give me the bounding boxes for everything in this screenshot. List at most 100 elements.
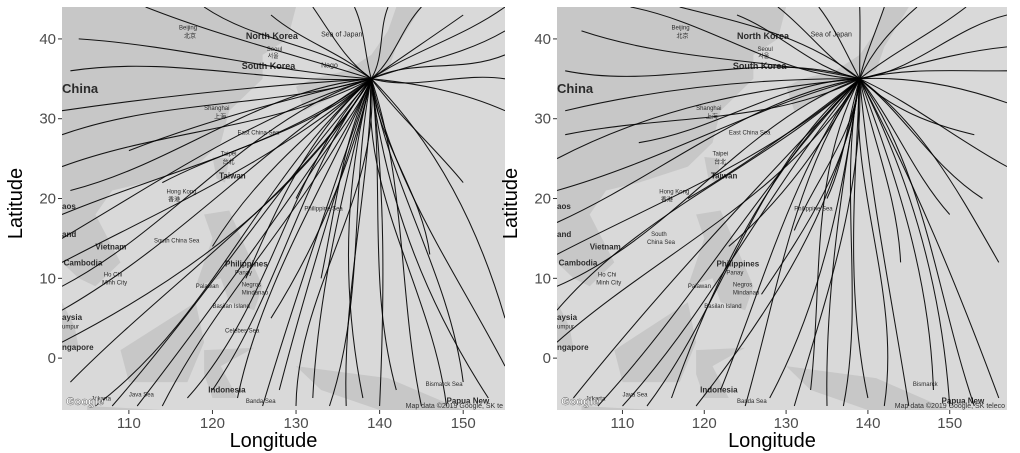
typhoon-track <box>62 78 372 311</box>
place-label: Celebes Sea <box>225 329 260 335</box>
typhoon-track <box>70 65 372 81</box>
place-label: Indonesia <box>700 385 738 394</box>
place-label: East China Sea <box>238 131 280 137</box>
place-label: Basilan Island <box>212 304 249 310</box>
typhoon-track <box>859 7 918 80</box>
typhoon-track <box>320 78 372 279</box>
typhoon-track <box>370 78 505 367</box>
typhoon-track <box>329 78 372 407</box>
typhoon-track <box>370 78 489 399</box>
land-mass <box>296 7 422 111</box>
typhoon-track <box>859 78 975 407</box>
x-axis-title: Longitude <box>728 430 816 452</box>
place-label: Vietnam <box>95 243 126 252</box>
place-label: China Sea <box>647 240 676 246</box>
y-tick-label: 10 <box>39 270 56 287</box>
place-label: Hong Kong <box>166 190 196 196</box>
place-label: China <box>62 81 99 96</box>
place-label: Papua New <box>446 397 489 406</box>
typhoon-track <box>370 78 384 407</box>
typhoon-track <box>859 78 1000 399</box>
typhoon-track <box>557 78 860 287</box>
typhoon-track <box>370 7 389 80</box>
typhoon-track <box>347 78 372 399</box>
place-label: Banda Sea <box>737 399 767 405</box>
typhoon-track <box>597 78 861 407</box>
y-axis-title: Latitude <box>5 168 27 239</box>
typhoon-track <box>354 7 372 79</box>
typhoon-track <box>842 78 861 407</box>
typhoon-track <box>62 78 372 263</box>
typhoon-track <box>859 78 934 391</box>
place-label: Bismarck <box>913 382 939 388</box>
typhoon-track <box>581 30 860 80</box>
typhoon-track <box>136 78 372 407</box>
place-label: South China Sea <box>154 238 200 244</box>
typhoon-track <box>370 78 422 407</box>
typhoon-track <box>622 78 861 407</box>
place-label: Sea of Japan <box>811 32 852 39</box>
y-tick-label: 10 <box>534 270 551 287</box>
place-label: Ho Chi <box>598 273 616 279</box>
x-tick-label: 120 <box>200 415 225 432</box>
place-label: 上海 <box>214 113 226 121</box>
typhoon-track <box>565 78 860 136</box>
typhoon-track <box>793 78 861 231</box>
place-label: Basilan Island <box>704 304 741 310</box>
typhoon-track <box>270 78 372 319</box>
place-label: Seoul <box>757 47 772 53</box>
land-mass <box>62 302 79 348</box>
typhoon-track <box>859 78 902 263</box>
place-label: Shanghai <box>696 106 721 112</box>
place-label: Indonesia <box>208 385 246 394</box>
place-label: aysia <box>62 313 83 322</box>
google-logo: Google <box>561 396 599 408</box>
typhoon-track <box>62 78 372 343</box>
x-tick-label: 150 <box>451 415 476 432</box>
place-label: Bismarck Sea <box>426 382 464 388</box>
place-label: aos <box>62 202 76 211</box>
place-label: Jakarta <box>586 396 606 402</box>
place-label: East China Sea <box>729 131 771 137</box>
place-label: 서울 <box>268 52 280 60</box>
typhoon-track <box>212 78 372 391</box>
y-tick-label: 20 <box>39 191 56 208</box>
place-label: Taipei <box>712 151 728 157</box>
typhoon-track <box>557 78 861 343</box>
place-label: North Korea <box>737 31 790 41</box>
place-label: Philippines <box>225 259 268 268</box>
x-tick-label: 130 <box>774 415 799 432</box>
typhoon-track <box>859 7 967 80</box>
place-label: Vietnam <box>590 243 621 252</box>
typhoon-track <box>312 7 372 80</box>
typhoon-track <box>728 78 861 247</box>
typhoon-track <box>777 7 860 80</box>
place-label: Papua New <box>942 397 985 406</box>
typhoon-track <box>557 78 860 160</box>
typhoon-track <box>245 78 372 279</box>
y-tick-label: 0 <box>48 350 56 367</box>
place-label: Panay <box>235 270 252 276</box>
typhoon-track <box>859 70 1007 80</box>
typhoon-track <box>370 7 422 80</box>
typhoon-track <box>565 78 860 112</box>
typhoon-track <box>859 7 885 79</box>
place-label: Java Sea <box>129 392 155 398</box>
place-label: Negros <box>242 282 261 288</box>
typhoon-track <box>630 7 860 80</box>
typhoon-track <box>859 78 951 407</box>
place-label: Philippine Sea <box>794 206 833 212</box>
typhoon-track <box>859 77 1007 104</box>
x-tick-label: 110 <box>117 415 141 432</box>
typhoon-track <box>371 30 505 80</box>
place-label: Palawan <box>688 284 711 290</box>
typhoon-track <box>236 78 372 399</box>
typhoon-track <box>638 78 860 144</box>
typhoon-track <box>859 78 951 215</box>
y-tick-label: 30 <box>39 111 56 128</box>
place-label: ngapore <box>62 343 94 352</box>
place-label: Minh City <box>102 281 127 287</box>
typhoon-track <box>371 78 505 112</box>
